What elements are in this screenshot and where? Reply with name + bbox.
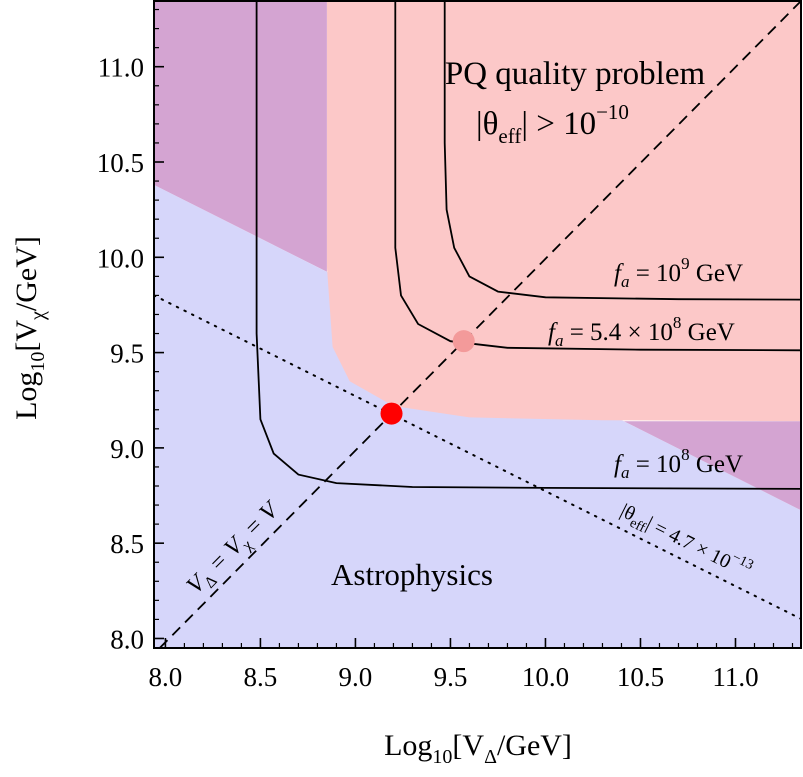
y-tick-label: 10.5 bbox=[97, 148, 144, 178]
x-tick-label: 9.0 bbox=[339, 662, 373, 692]
y-tick-label: 9.5 bbox=[110, 339, 144, 369]
y-tick-label: 9.0 bbox=[110, 434, 144, 464]
equal-vev-dashed-line bbox=[159, 0, 802, 648]
pq-region-label: PQ quality problem bbox=[445, 56, 706, 92]
y-tick-label: 11.0 bbox=[98, 53, 144, 83]
overlap-region-lower bbox=[623, 421, 802, 511]
pq-condition-label: |θeff| > 10−10 bbox=[476, 100, 629, 148]
fa-5.4e8-label: fa = 5.4 × 108 GeV bbox=[548, 313, 735, 350]
fa-1e9-curve bbox=[443, 0, 802, 301]
fa-1e9-label: fa = 109 GeV bbox=[614, 254, 743, 291]
x-tick-label: 10.5 bbox=[617, 662, 664, 692]
x-tick-label: 11.0 bbox=[712, 662, 758, 692]
benchmark-point-red bbox=[380, 402, 403, 425]
astrophysics-label: Astrophysics bbox=[331, 557, 493, 592]
plot-area bbox=[154, 0, 802, 648]
x-tick-label: 10.0 bbox=[522, 662, 569, 692]
overlap-region bbox=[154, 0, 327, 272]
plot-frame bbox=[153, 0, 802, 649]
fa-1e8-label: fa = 108 GeV bbox=[614, 445, 743, 482]
y-tick-label: 8.5 bbox=[110, 529, 144, 559]
x-tick-label: 9.5 bbox=[434, 662, 468, 692]
y-tick-label: 8.0 bbox=[110, 624, 144, 654]
y-tick-label: 10.0 bbox=[97, 243, 144, 273]
fa-1e8-curve bbox=[255, 0, 802, 490]
fa-5.4e8-curve bbox=[394, 0, 802, 352]
pq-quality-region bbox=[326, 0, 802, 422]
x-axis-title: Log10[VΔ/GeV] bbox=[384, 729, 572, 768]
x-tick-label: 8.5 bbox=[244, 662, 278, 692]
theta-eff-dotted-line bbox=[154, 294, 802, 621]
x-tick-label: 8.0 bbox=[149, 662, 183, 692]
y-axis-title: Log10[Vχ/GeV] bbox=[10, 236, 49, 420]
y-axis-ticks: 8.0 8.5 9.0 9.5 10.0 10.5 11.0 bbox=[97, 8, 164, 654]
x-axis-ticks: 8.0 8.5 9.0 9.5 10.0 10.5 11.0 bbox=[149, 638, 794, 692]
benchmark-point-pink bbox=[452, 330, 475, 353]
